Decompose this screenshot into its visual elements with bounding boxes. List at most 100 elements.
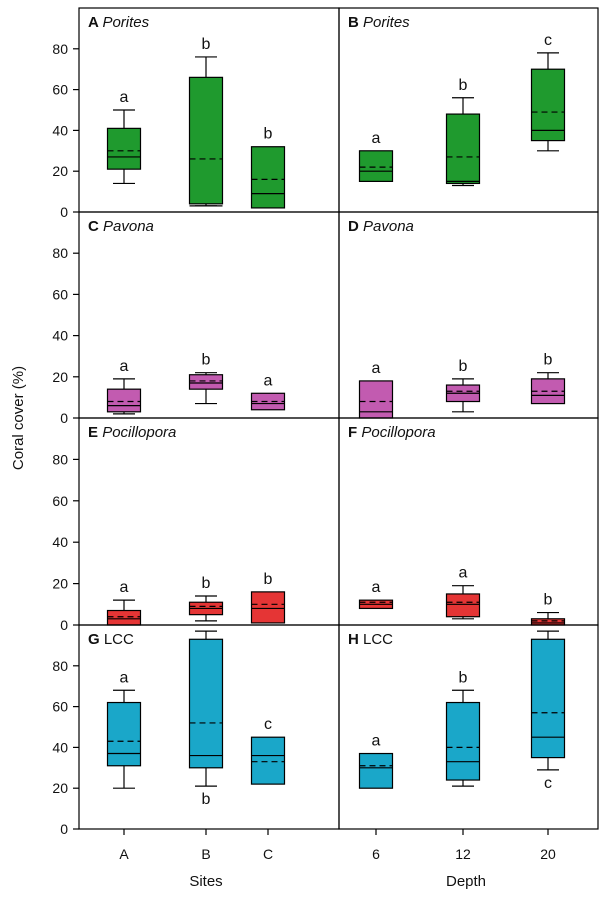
y-tick-label: 20 [52, 576, 68, 592]
significance-letter: a [120, 358, 129, 375]
x-tick-label: 6 [372, 846, 380, 862]
box-h-12: b [445, 669, 481, 787]
iqr-box [188, 638, 224, 769]
panel-g: a b c [106, 630, 286, 808]
panel-f: a a b [358, 565, 566, 626]
iqr-box [530, 68, 566, 142]
significance-letter: a [459, 565, 468, 582]
iqr-box [530, 638, 566, 759]
iqr-box [188, 76, 224, 205]
box-g-b: b [188, 630, 224, 808]
y-tick-label: 20 [52, 780, 68, 796]
iqr-box [358, 380, 394, 419]
significance-letter: b [459, 669, 468, 686]
significance-letter: b [459, 77, 468, 94]
significance-letter: a [372, 579, 381, 596]
box-c-a: a [106, 358, 142, 415]
iqr-box [250, 146, 286, 209]
significance-letter: b [459, 358, 468, 375]
panel-title: G LCC [88, 631, 134, 648]
panel-title: F Pocillopora [348, 424, 436, 441]
panel-a: a b b [106, 36, 286, 209]
significance-letter: b [544, 592, 553, 609]
iqr-box [530, 618, 566, 626]
significance-letter: a [120, 89, 129, 106]
box-c-b: b [188, 352, 224, 405]
y-tick-label: 60 [52, 493, 68, 509]
box-c-c: a [250, 372, 286, 411]
x-tick-label: 12 [455, 846, 471, 862]
box-e-a: a [106, 579, 142, 626]
box-b-20: c [530, 32, 566, 152]
box-d-20: b [530, 352, 566, 405]
panel-b: a b c [358, 32, 566, 187]
y-tick-label: 80 [52, 658, 68, 674]
y-tick-label: 20 [52, 369, 68, 385]
significance-letter: b [544, 352, 553, 369]
box-e-b: b [188, 575, 224, 622]
panel-frame [338, 624, 599, 830]
significance-letter: b [202, 575, 211, 592]
x-tick-label: A [119, 846, 129, 862]
iqr-box [106, 609, 142, 626]
iqr-box [250, 591, 286, 624]
box-a-a: a [106, 89, 142, 185]
y-tick-label: 40 [52, 534, 68, 550]
box-a-b: b [188, 36, 224, 207]
significance-letter: b [202, 352, 211, 369]
panel-frame [78, 417, 340, 626]
y-tick-label: 40 [52, 122, 68, 138]
y-tick-label: 40 [52, 328, 68, 344]
iqr-box [106, 388, 142, 413]
iqr-box [250, 736, 286, 785]
panel-title: A Porites [88, 14, 150, 31]
y-tick-label: 20 [52, 163, 68, 179]
significance-letter: a [120, 579, 129, 596]
significance-letter: a [372, 360, 381, 377]
iqr-box [445, 593, 481, 618]
significance-letter: a [372, 130, 381, 147]
x-axis-title-sites: Sites [189, 873, 222, 890]
y-tick-label: 40 [52, 739, 68, 755]
significance-letter: a [264, 372, 273, 389]
iqr-box [445, 701, 481, 781]
box-d-6: a [358, 360, 394, 419]
panel-h: a b c [358, 630, 566, 792]
box-h-6: a [358, 733, 394, 789]
box-a-c: b [250, 126, 286, 209]
y-tick-label: 0 [60, 821, 68, 837]
box-b-6: a [358, 130, 394, 183]
iqr-box [106, 701, 142, 767]
panel-title: B Porites [348, 14, 410, 31]
box-d-12: b [445, 358, 481, 413]
y-tick-label: 60 [52, 699, 68, 715]
y-tick-label: 60 [52, 82, 68, 98]
box-g-a: a [106, 669, 142, 789]
significance-letter: a [120, 669, 129, 686]
panel-title: D Pavona [348, 218, 414, 235]
significance-letter: c [544, 32, 552, 49]
y-tick-label: 0 [60, 617, 68, 633]
y-tick-label: 60 [52, 286, 68, 302]
significance-letter: b [264, 571, 273, 588]
significance-letter: c [264, 716, 272, 733]
panel-title: E Pocillopora [88, 424, 176, 441]
iqr-box [188, 374, 224, 390]
y-tick-label: 80 [52, 451, 68, 467]
x-tick-label: 20 [540, 846, 556, 862]
significance-letter: a [372, 733, 381, 750]
box-e-c: b [250, 571, 286, 624]
panel-title: C Pavona [88, 218, 154, 235]
significance-letter: b [202, 36, 211, 53]
y-tick-label: 0 [60, 204, 68, 220]
panel-c: a b a [106, 352, 286, 415]
significance-letter: b [202, 791, 211, 808]
box-h-20: c [530, 630, 566, 792]
iqr-box [358, 150, 394, 183]
x-tick-label: B [201, 846, 210, 862]
x-tick-label: C [263, 846, 273, 862]
